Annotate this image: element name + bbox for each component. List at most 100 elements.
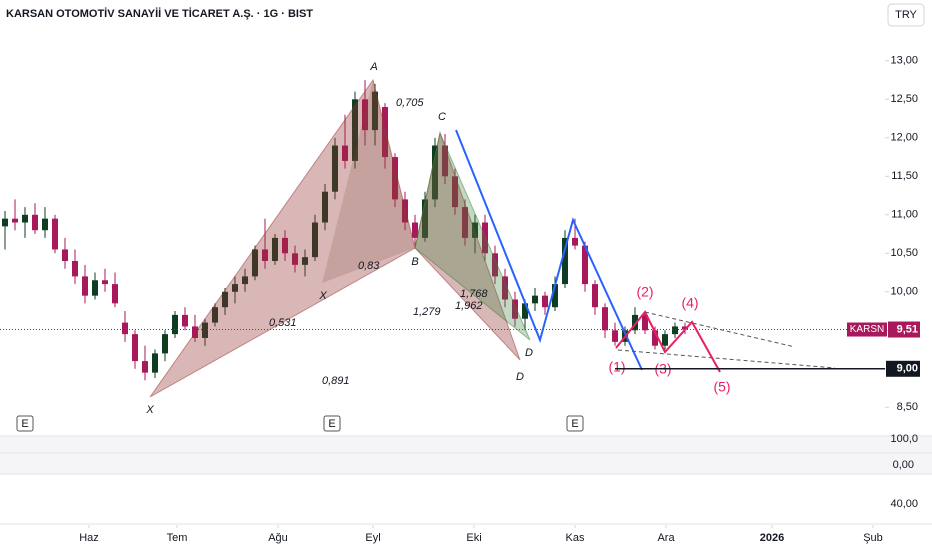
y-tick-label: 12,50	[890, 93, 918, 105]
candle-body	[92, 280, 98, 296]
panel-label: 100,0	[890, 433, 918, 445]
annotation: 0,83	[358, 260, 380, 272]
candle-body	[102, 280, 108, 285]
candle-body	[592, 284, 598, 308]
candle-body	[112, 284, 118, 304]
annotation: 0,891	[322, 375, 350, 387]
candle-body	[352, 99, 358, 161]
candle-body	[532, 295, 538, 304]
wave-label: (4)	[681, 295, 698, 311]
candle-body	[552, 284, 558, 308]
annotation: 1,279	[413, 306, 441, 318]
candle-body	[162, 334, 168, 354]
event-label[interactable]: E	[21, 418, 28, 430]
x-tick-label: Haz	[79, 532, 99, 544]
wave-label: (1)	[608, 359, 625, 375]
x-tick-label: Ara	[657, 532, 675, 544]
candle-body	[602, 307, 608, 331]
candle-body	[402, 199, 408, 223]
x-tick-label: Ağu	[268, 532, 288, 544]
y-tick-label: 12,00	[890, 132, 918, 144]
annotation: 1,962	[455, 300, 483, 312]
annotation: 0,705	[396, 97, 424, 109]
event-marker[interactable]	[323, 415, 341, 432]
dashed-line	[617, 349, 836, 369]
candle-body	[572, 237, 578, 246]
candle-body	[642, 314, 648, 331]
candle-body	[52, 218, 58, 250]
currency-button[interactable]	[887, 3, 925, 27]
event-label[interactable]: E	[328, 418, 335, 430]
candle-body	[282, 237, 288, 254]
candle-body	[612, 330, 618, 342]
x-tick-label: Eyl	[365, 532, 380, 544]
candle-body	[272, 237, 278, 261]
annotation: 1,768	[460, 288, 488, 300]
level-label: 9,00	[897, 363, 918, 375]
x-tick-label: Kas	[566, 532, 585, 544]
y-tick-label: 11,00	[891, 209, 918, 221]
candle-body	[222, 291, 228, 308]
candle-body	[312, 222, 318, 258]
pattern-xab	[149, 78, 416, 398]
x-tick-label: Şub	[863, 532, 883, 544]
candle-body	[12, 218, 18, 223]
candle-body	[672, 326, 678, 335]
candle-body	[632, 314, 638, 331]
candle-body	[412, 222, 418, 238]
candle-body	[462, 207, 468, 238]
candle-body	[482, 222, 488, 254]
candle-body	[252, 249, 258, 277]
candle-body	[242, 276, 248, 285]
level-tag	[886, 360, 920, 377]
candle-body	[22, 214, 28, 223]
candle-body	[392, 157, 398, 200]
candle-body	[172, 314, 178, 335]
candle-body	[152, 353, 158, 373]
x-tick-label: 2026	[760, 532, 784, 544]
candle-body	[182, 314, 188, 327]
candle-body	[432, 145, 438, 200]
candle-body	[442, 145, 448, 177]
annotation: D	[516, 371, 524, 383]
y-tick-label: 8,50	[897, 401, 918, 413]
y-tick-label: 11,50	[891, 170, 918, 182]
wave-line	[615, 310, 721, 373]
x-tick-label: Tem	[167, 532, 188, 544]
currency[interactable]: TRY	[895, 9, 917, 21]
candle-body	[342, 145, 348, 161]
candle-body	[292, 253, 298, 265]
indicator-panel	[0, 436, 932, 474]
x-tick-label: Eki	[466, 532, 481, 544]
last-price-label: 9,51	[897, 323, 918, 335]
candle-body	[322, 191, 328, 223]
candle-body	[682, 326, 688, 330]
chart-title: KARSAN OTOMOTİV SANAYİİ VE TİCARET A.Ş. …	[6, 7, 313, 20]
candle-body	[362, 99, 368, 131]
candle-body	[212, 307, 218, 323]
wave-label: (2)	[636, 284, 653, 300]
annotation: D	[525, 347, 533, 359]
candle-body	[82, 276, 88, 296]
candle-body	[542, 295, 548, 308]
annotation: B	[411, 256, 418, 268]
panel-label: 40,00	[890, 498, 918, 510]
candle-body	[492, 253, 498, 277]
candle-body	[582, 245, 588, 285]
event-label[interactable]: E	[571, 418, 578, 430]
candle-body	[202, 322, 208, 338]
y-tick-label: 10,00	[890, 286, 918, 298]
panel-label: 0,00	[893, 459, 914, 471]
annotation: X	[145, 404, 154, 416]
candle-body	[302, 257, 308, 265]
event-marker[interactable]	[16, 415, 34, 432]
candle-body	[472, 222, 478, 238]
candle-body	[422, 199, 428, 238]
candle-body	[132, 334, 138, 362]
candle-body	[522, 303, 528, 319]
event-marker[interactable]	[566, 415, 584, 432]
candle-body	[512, 299, 518, 319]
y-tick-label: 13,00	[890, 55, 918, 67]
symbol-label: KARSN	[850, 324, 884, 335]
